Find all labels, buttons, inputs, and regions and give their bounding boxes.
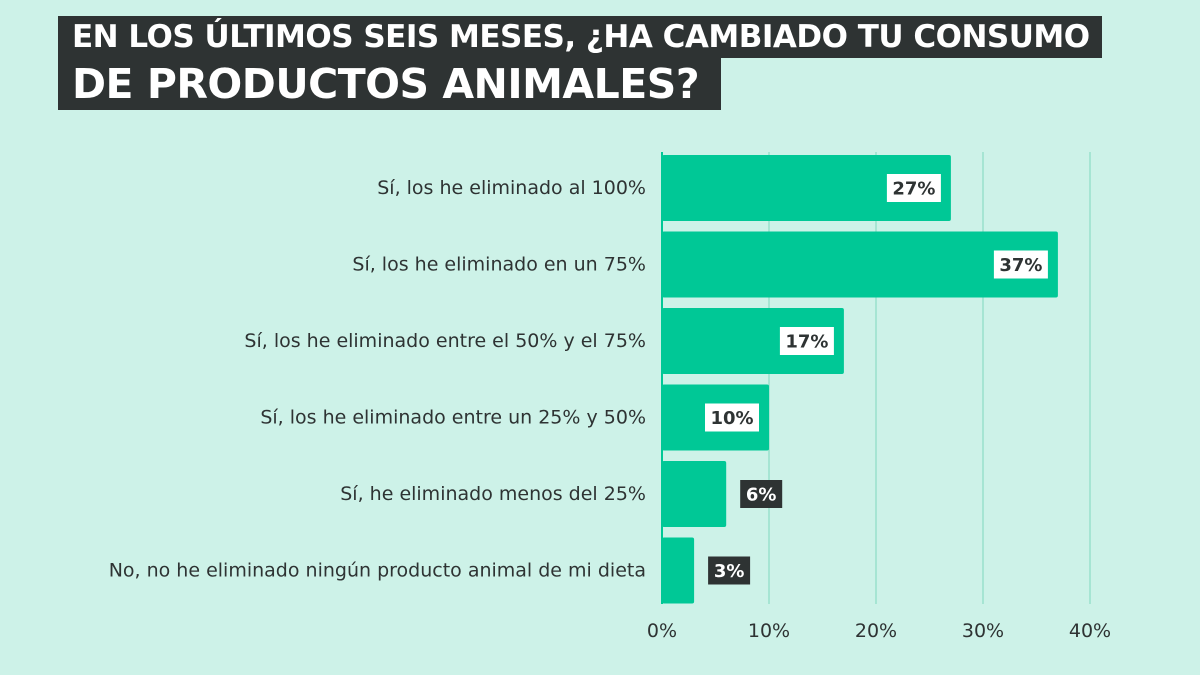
category-label: Sí, los he eliminado en un 75% (352, 254, 646, 276)
value-label-box (886, 174, 941, 202)
category-label: Sí, los he eliminado entre un 25% y 50% (260, 407, 646, 429)
category-label: Sí, he eliminado menos del 25% (340, 483, 646, 505)
value-label-box (993, 250, 1048, 279)
value-label: 10% (710, 408, 753, 429)
value-label: 6% (746, 485, 777, 506)
bar (662, 537, 695, 604)
x-tick-label: 20% (855, 620, 897, 642)
category-label: No, no he eliminado ningún producto anim… (109, 560, 646, 582)
x-tick-label: 0% (647, 620, 677, 642)
value-label-box (705, 403, 759, 432)
category-label: Sí, los he eliminado al 100% (377, 177, 646, 199)
value-label: 37% (999, 255, 1042, 276)
bar (662, 155, 951, 221)
value-label: 3% (714, 561, 745, 582)
value-label: 17% (785, 332, 828, 353)
x-tick-label: 10% (748, 620, 790, 642)
chart-title: EN LOS ÚLTIMOS SEIS MESES, ¿HA CAMBIADO … (58, 16, 1102, 110)
bar (662, 461, 727, 527)
x-tick-label: 30% (962, 620, 1004, 642)
value-label: 27% (892, 179, 935, 200)
category-label: Sí, los he eliminado entre el 50% y el 7… (244, 330, 646, 352)
bar (662, 308, 844, 374)
chart-title-line-2: DE PRODUCTOS ANIMALES? (58, 58, 722, 110)
x-tick-label: 40% (1069, 620, 1111, 642)
bar (662, 231, 1058, 298)
value-label-box (708, 556, 751, 585)
chart-title-line-1: EN LOS ÚLTIMOS SEIS MESES, ¿HA CAMBIADO … (58, 16, 1102, 58)
value-label-box (740, 480, 783, 508)
value-label-box (779, 327, 834, 355)
